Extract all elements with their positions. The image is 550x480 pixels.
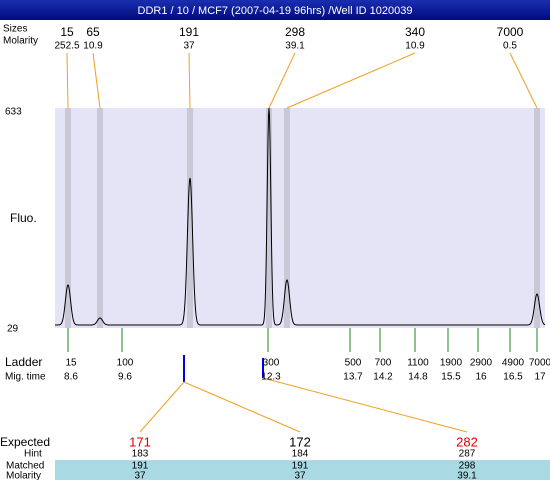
ladder-label: Ladder [5, 355, 42, 369]
hint: 184 [292, 449, 309, 460]
ladder-size: 15 [65, 358, 77, 369]
hint: 287 [459, 449, 476, 460]
ladder-size: 2900 [470, 358, 493, 369]
trace [55, 107, 546, 326]
marker [262, 358, 264, 378]
peak-molarity: 0.5 [503, 41, 517, 52]
molarity: 37 [294, 471, 306, 480]
peak-band [97, 108, 103, 328]
matched: 191 [292, 461, 309, 472]
y-min: 29 [7, 324, 19, 335]
ladder-time: 16 [475, 372, 487, 383]
peak-connector [66, 52, 69, 109]
ladder-time: 14.2 [373, 372, 393, 383]
expected-label: Expected [0, 435, 50, 449]
peak-molarity: 252.5 [54, 41, 79, 52]
ladder-time: 9.6 [118, 372, 132, 383]
peak-band [266, 108, 272, 328]
hint-label: Hint [24, 449, 42, 460]
ladder-size: 7000 [529, 358, 550, 369]
peak-size: 340 [405, 25, 425, 39]
ladder-size: 4900 [502, 358, 525, 369]
peak-size: 191 [179, 25, 199, 39]
matched-band [55, 460, 550, 480]
peak-band [65, 108, 71, 328]
title: DDR1 / 10 / MCF7 (2007-04-19 96hrs) /Wel… [138, 5, 413, 17]
peak-size: 65 [86, 25, 100, 39]
mig-time-label: Mig. time [5, 372, 46, 383]
ladder-size: 700 [375, 358, 392, 369]
peak-size: 15 [60, 25, 74, 39]
plot-area [55, 108, 545, 328]
y-label: Fluo. [10, 211, 37, 225]
ladder-time: 16.5 [503, 372, 523, 383]
peak-band [284, 108, 290, 328]
molarity: 37 [134, 471, 146, 480]
ladder-size: 1100 [407, 358, 429, 369]
ladder-time: 15.5 [441, 372, 461, 383]
peak-connector [268, 52, 296, 109]
peak-connector [286, 52, 416, 109]
hint: 183 [132, 449, 149, 460]
matched: 298 [459, 461, 476, 472]
expected: 171 [129, 434, 151, 449]
peak-band [534, 108, 540, 328]
ladder-size: 100 [117, 358, 134, 369]
ladder-time: 8.6 [64, 372, 78, 383]
marker [183, 355, 185, 382]
ladder-time: 17 [534, 372, 546, 383]
connectors [139, 377, 468, 433]
peak-band [187, 108, 193, 328]
ladder-size: 500 [345, 358, 362, 369]
ladder-time: 12.3 [261, 372, 281, 383]
peak-molarity: 10.9 [405, 41, 425, 52]
ladder-time: 14.8 [408, 372, 428, 383]
ladder-time: 13.7 [343, 372, 363, 383]
peak-connector [188, 52, 191, 109]
title-bar [0, 0, 550, 20]
peak-molarity: 10.9 [83, 41, 103, 52]
ladder-size: 300 [263, 358, 280, 369]
peak-molarity: 37 [183, 41, 195, 52]
expected: 172 [289, 434, 311, 449]
sizes-label: Sizes [3, 24, 27, 35]
y-max: 633 [5, 107, 22, 118]
matches-molarity-label: Molarity [6, 471, 41, 480]
peak-size: 7000 [497, 25, 524, 39]
expected: 282 [456, 434, 478, 449]
peak-size: 298 [285, 25, 305, 39]
matched-label: Matched [6, 461, 44, 472]
peak-connector [509, 52, 538, 109]
peak-connector [92, 52, 101, 109]
ladder-size: 1900 [440, 358, 463, 369]
molarity: 39.1 [457, 471, 477, 480]
matched: 191 [132, 461, 149, 472]
molarity-label: Molarity [3, 36, 38, 47]
peak-molarity: 39.1 [285, 41, 305, 52]
